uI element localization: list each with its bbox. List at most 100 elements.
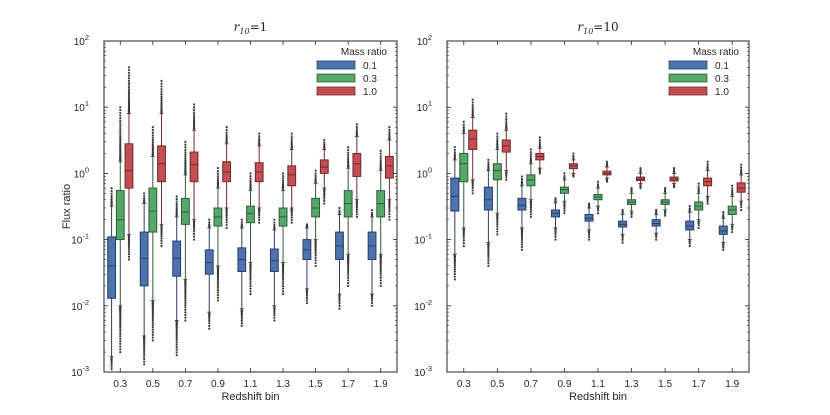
outlier-point: [379, 149, 382, 152]
outlier-point: [462, 242, 465, 245]
outlier-point: [347, 148, 350, 151]
series-0.1: [107, 186, 377, 371]
outlier-point: [175, 198, 178, 201]
box-0.3-0.3: [115, 106, 125, 354]
outlier-point: [160, 92, 163, 96]
outlier-point: [175, 208, 178, 212]
outlier-point: [731, 228, 734, 231]
box-0.3-1.1: [246, 172, 255, 296]
outlier-point: [596, 212, 600, 215]
outlier-point: [119, 337, 122, 340]
outlier-point: [258, 221, 261, 224]
outlier-point: [281, 278, 285, 281]
outlier-point: [119, 122, 122, 125]
outlier-point: [563, 176, 566, 179]
box-0.3-1.7: [694, 182, 704, 230]
outlier-point: [281, 280, 285, 283]
outlier-point: [119, 124, 122, 127]
outlier-point: [281, 172, 285, 175]
outlier-point: [572, 156, 575, 159]
outlier-point: [273, 309, 276, 313]
outlier-point: [258, 214, 261, 217]
box-0.3-1.5: [660, 186, 670, 217]
outlier-point: [314, 246, 317, 249]
outlier-point: [379, 274, 382, 277]
outlier-point: [314, 264, 317, 268]
outlier-point: [160, 104, 163, 107]
outlier-point: [216, 169, 220, 173]
outlier-point: [290, 141, 293, 145]
outlier-point: [160, 239, 163, 242]
outlier-point: [323, 193, 326, 196]
outlier-point: [355, 210, 358, 213]
outlier-point: [596, 184, 600, 188]
outlier-point: [119, 350, 122, 354]
outlier-point: [487, 257, 490, 260]
outlier-point: [192, 224, 196, 227]
outlier-point: [127, 258, 131, 261]
outlier-point: [453, 153, 456, 156]
outlier-point: [175, 348, 178, 351]
outlier-point: [192, 106, 196, 109]
outlier-point: [249, 276, 252, 279]
outlier-point: [119, 340, 122, 343]
outlier-point: [208, 327, 211, 330]
outlier-point: [314, 248, 317, 251]
outlier-point: [688, 242, 691, 245]
outlier-point: [572, 152, 575, 155]
outlier-point: [216, 179, 220, 182]
outlier-point: [505, 115, 508, 118]
outlier-point: [192, 108, 196, 112]
outlier-point: [338, 300, 341, 303]
outlier-point: [487, 247, 490, 250]
outlier-point: [355, 125, 358, 129]
outlier-point: [355, 204, 358, 207]
box-body: [517, 197, 527, 211]
outlier-point: [731, 191, 734, 194]
outlier-point: [538, 170, 541, 173]
outlier-point: [208, 218, 211, 221]
outlier-point: [471, 106, 474, 109]
outlier-point: [127, 101, 131, 104]
outlier-point: [249, 177, 252, 180]
outlier-point: [225, 137, 228, 140]
outlier-point: [563, 174, 566, 178]
outlier-point: [184, 306, 187, 309]
y-tick-base: 10: [414, 368, 426, 379]
outlier-point: [740, 203, 743, 206]
outlier-point: [151, 139, 154, 142]
outlier-point: [184, 155, 187, 158]
outlier-point: [554, 235, 557, 238]
outlier-point: [184, 301, 187, 304]
y-tick-label: 10-3: [71, 364, 89, 379]
outlier-point: [151, 331, 154, 334]
outlier-point: [520, 181, 524, 184]
x-tick-label: 0.7: [524, 379, 538, 390]
outlier-point: [529, 151, 532, 154]
outlier-point: [605, 160, 609, 163]
outlier-point: [587, 233, 591, 236]
outlier-point: [529, 210, 532, 213]
outlier-point: [664, 188, 667, 192]
box-1.0-1.5: [319, 138, 329, 205]
outlier-point: [151, 310, 154, 313]
outlier-point: [370, 304, 374, 307]
box-body: [450, 177, 460, 212]
outlier-point: [216, 299, 220, 302]
outlier-point: [529, 206, 532, 209]
outlier-point: [273, 221, 276, 224]
outlier-point: [127, 255, 131, 258]
outlier-point: [471, 111, 474, 114]
outlier-point: [127, 246, 131, 249]
box-body: [148, 187, 158, 233]
outlier-point: [290, 212, 293, 215]
y-tick-exponent: -2: [425, 298, 432, 307]
outlier-point: [208, 317, 211, 321]
outlier-point: [258, 139, 261, 142]
outlier-point: [347, 264, 350, 267]
outlier-point: [175, 336, 178, 340]
outlier-point: [225, 223, 228, 227]
outlier-point: [184, 151, 187, 154]
outlier-point: [314, 261, 317, 265]
outlier-point: [151, 333, 154, 336]
